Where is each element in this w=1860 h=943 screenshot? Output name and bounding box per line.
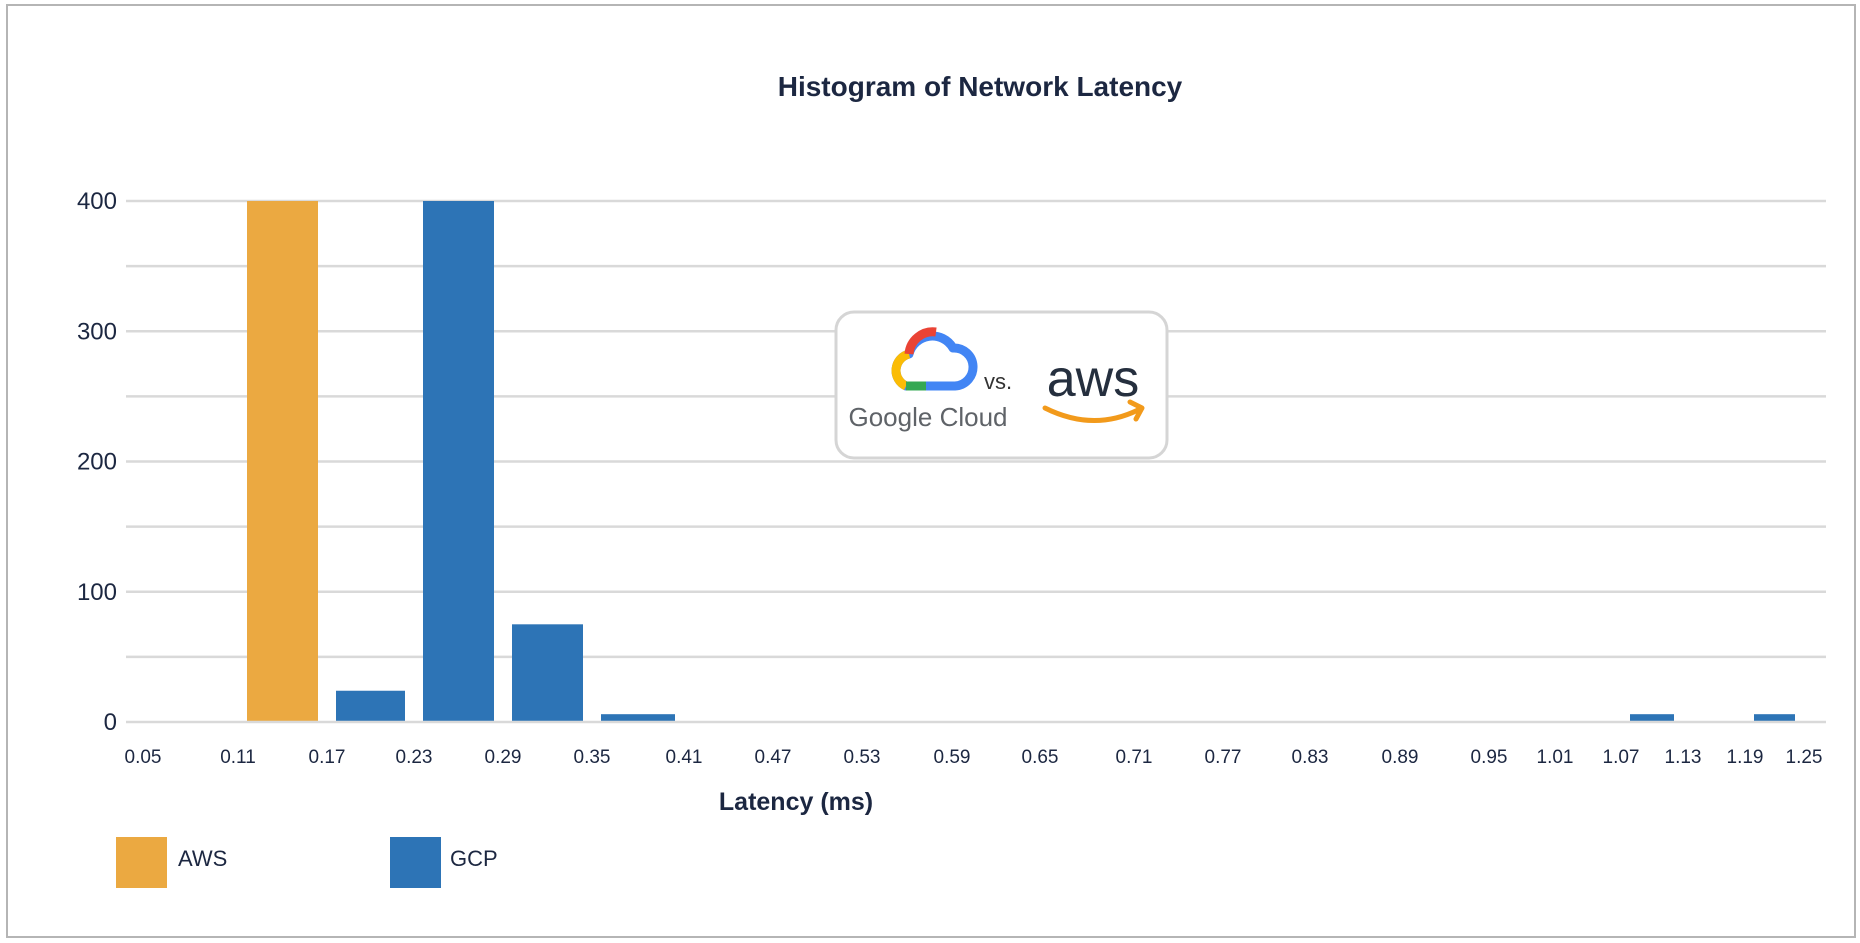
x-tick-label: 0.17 — [309, 747, 346, 768]
x-tick-label: 0.35 — [574, 747, 611, 768]
x-tick-label: 0.29 — [485, 747, 522, 768]
bar-gcp — [423, 201, 494, 722]
x-tick-label: 0.23 — [396, 747, 433, 768]
bar-gcp — [1630, 714, 1674, 722]
legend-swatch-gcp — [390, 837, 441, 888]
bar-gcp — [512, 624, 583, 722]
bars — [247, 201, 1795, 722]
x-tick-label: 1.13 — [1665, 747, 1702, 768]
y-axis-ticks: 0 100 200 300 400 — [77, 188, 117, 736]
legend: AWS GCP — [116, 837, 498, 888]
aws-arrow-icon — [1127, 399, 1145, 422]
x-tick-label: 0.77 — [1205, 747, 1242, 768]
y-tick-label: 100 — [77, 579, 117, 606]
x-tick-label: 0.65 — [1022, 747, 1059, 768]
y-tick-label: 0 — [104, 709, 117, 736]
x-axis-label: Latency (ms) — [719, 788, 873, 816]
chart-title: Histogram of Network Latency — [778, 71, 1183, 102]
bar-gcp — [336, 690, 405, 722]
y-tick-label: 300 — [77, 318, 117, 345]
x-tick-label: 1.07 — [1603, 747, 1640, 768]
x-tick-label: 0.47 — [755, 747, 792, 768]
vs-text: vs. — [984, 369, 1012, 394]
google-cloud-logo-text: Google Cloud — [849, 402, 1008, 432]
x-tick-label: 0.05 — [125, 747, 162, 768]
x-tick-label: 0.71 — [1116, 747, 1153, 768]
bar-gcp — [601, 714, 675, 722]
bar-gcp — [1754, 714, 1795, 722]
x-axis-ticks: 0.05 0.11 0.17 0.23 0.29 0.35 0.41 0.47 0.53 0.59… — [125, 747, 1823, 768]
y-tick-label: 400 — [77, 188, 117, 215]
x-tick-label: 0.11 — [220, 747, 256, 768]
x-tick-label: 0.95 — [1471, 747, 1508, 768]
legend-label-aws: AWS — [178, 846, 227, 871]
x-tick-label: 1.25 — [1786, 747, 1823, 768]
aws-smile-icon — [1042, 405, 1141, 423]
logo-badge: Google Cloud vs. aws — [834, 310, 1169, 460]
x-tick-label: 0.89 — [1382, 747, 1419, 768]
legend-label-gcp: GCP — [450, 846, 498, 871]
legend-swatch-aws — [116, 837, 167, 888]
x-tick-label: 0.53 — [844, 747, 881, 768]
aws-logo-text: aws — [1047, 350, 1139, 408]
bar-aws — [247, 201, 318, 722]
x-tick-label: 1.19 — [1727, 747, 1764, 768]
x-tick-label: 1.01 — [1537, 747, 1574, 768]
x-tick-label: 0.41 — [666, 747, 703, 768]
google-cloud-logo-icon — [891, 327, 978, 391]
x-tick-label: 0.83 — [1292, 747, 1329, 768]
y-tick-label: 200 — [77, 449, 117, 476]
x-tick-label: 0.59 — [934, 747, 971, 768]
